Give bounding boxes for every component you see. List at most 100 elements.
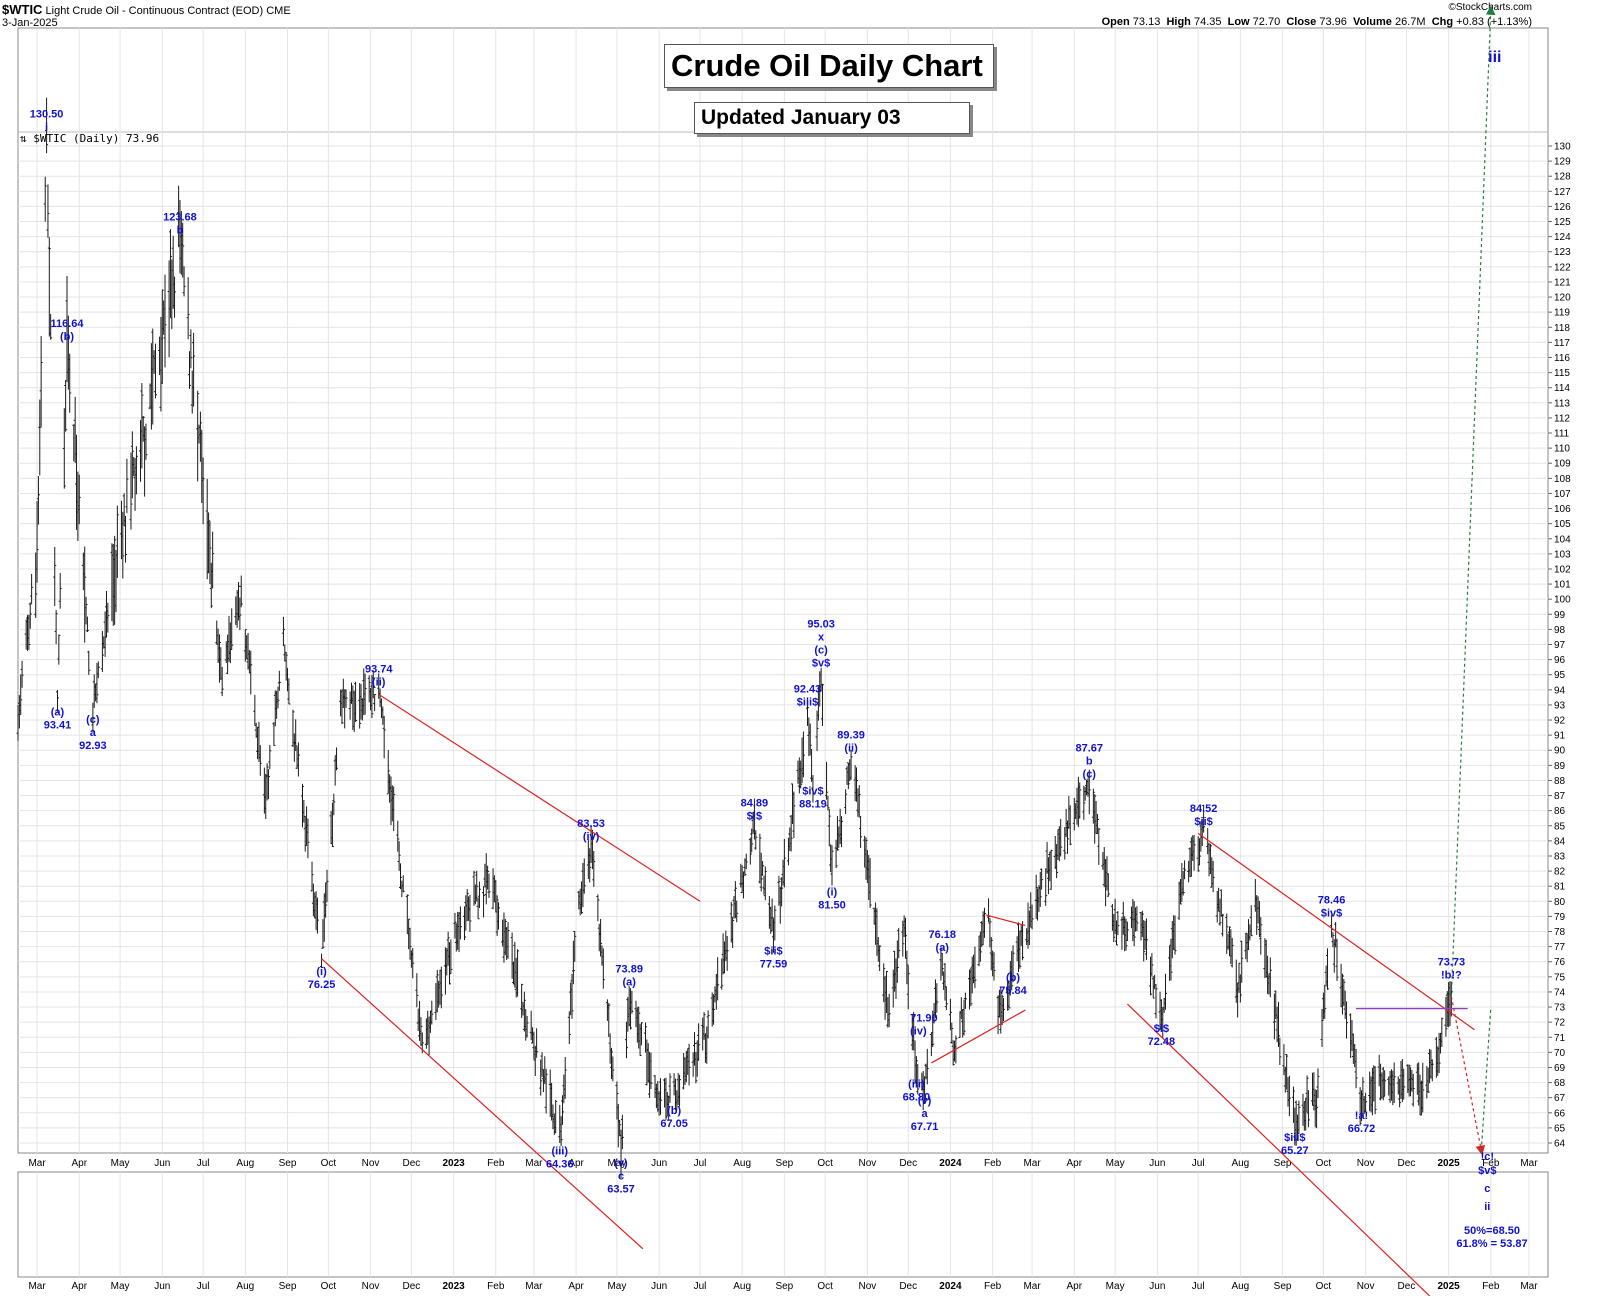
x-tick-label-bottom: Sep (279, 1281, 297, 1292)
x-tick-label: Dec (899, 1158, 917, 1169)
x-tick-label: Sep (1274, 1158, 1292, 1169)
x-tick-label-bottom: Jun (154, 1281, 170, 1292)
projection-down-arrow (1450, 996, 1486, 1156)
x-tick-label-bottom: Mar (1520, 1281, 1538, 1292)
y-tick-label: 77 (1554, 942, 1566, 953)
x-tick-label-bottom: May (1106, 1281, 1125, 1292)
wave-label: 67.05 (660, 1118, 688, 1130)
chart-title: Crude Oil Daily Chart (671, 48, 983, 83)
wave-label: (c) (86, 714, 100, 726)
x-tick-label: Oct (1316, 1158, 1332, 1169)
wave-label: !b!? (1441, 970, 1462, 982)
x-tick-label: May (607, 1158, 626, 1169)
chart-subtitle-box: Updated January 03 (694, 102, 970, 134)
y-tick-label: 70 (1554, 1048, 1566, 1059)
wave-label: 76.18 (928, 929, 956, 941)
x-tick-label: Sep (279, 1158, 297, 1169)
x-tick-label: May (111, 1158, 130, 1169)
y-tick-label: 83 (1554, 851, 1566, 862)
x-tick-label-bottom: Sep (775, 1281, 793, 1292)
x-tick-label: May (1106, 1158, 1125, 1169)
volume-value: 26.7M (1395, 16, 1426, 28)
y-tick-label: 120 (1554, 293, 1571, 304)
y-tick-label: 82 (1554, 867, 1566, 878)
x-tick-label-bottom: Dec (1398, 1281, 1416, 1292)
projection-label-bottom: !c! (1481, 1151, 1494, 1163)
wave-label: (b) (1006, 972, 1020, 984)
x-tick-label-bottom: 2024 (939, 1281, 962, 1292)
wave-label: 64.36 (546, 1159, 574, 1171)
y-tick-label: 85 (1554, 821, 1566, 832)
y-tick-label: 118 (1554, 323, 1570, 334)
x-tick-label-bottom: Aug (236, 1281, 254, 1292)
wave-label: 65.27 (1281, 1145, 1309, 1157)
y-tick-label: 124 (1554, 232, 1571, 243)
x-tick-label: Jun (651, 1158, 667, 1169)
symbol-description: Light Crude Oil - Continuous Contract (E… (45, 5, 264, 17)
y-tick-label: 115 (1554, 368, 1570, 379)
x-tick-label: Apr (1067, 1158, 1083, 1169)
x-tick-label-bottom: Nov (858, 1281, 876, 1292)
x-tick-label-bottom: Jun (651, 1281, 667, 1292)
x-tick-label: Mar (1023, 1158, 1041, 1169)
wave-label: (c) (814, 644, 828, 656)
wave-label: 84.89 (741, 797, 769, 809)
y-tick-label: 67 (1554, 1093, 1566, 1104)
y-tick-label: 74 (1554, 987, 1566, 998)
x-tick-label: Sep (775, 1158, 793, 1169)
wave-label: 92.43 (794, 684, 822, 696)
x-tick-label: Jul (197, 1158, 210, 1169)
y-tick-label: 90 (1554, 746, 1566, 757)
x-tick-label: Jun (1149, 1158, 1165, 1169)
x-tick-label: Apr (568, 1158, 584, 1169)
y-tick-label: 105 (1554, 519, 1571, 530)
x-tick-label-bottom: Feb (487, 1281, 505, 1292)
x-tick-label-bottom: Dec (402, 1281, 420, 1292)
wave-label: 77.59 (760, 959, 788, 971)
x-tick-label-bottom: Jul (197, 1281, 210, 1292)
x-tick-label-bottom: Nov (362, 1281, 380, 1292)
x-tick-label: Apr (71, 1158, 87, 1169)
x-tick-label: 2024 (939, 1158, 962, 1169)
y-tick-label: 103 (1554, 549, 1571, 560)
wave-label: i (45, 121, 48, 133)
wave-label: (i) (827, 887, 838, 899)
x-tick-label-bottom: Apr (71, 1281, 87, 1292)
x-tick-label: Jul (1192, 1158, 1205, 1169)
x-tick-label-bottom: Mar (1023, 1281, 1041, 1292)
ohlc-bars (16, 97, 1453, 1178)
series-legend: ⇅ $WTIC (Daily) 73.96 (20, 132, 159, 145)
y-tick-label: 73 (1554, 1003, 1566, 1014)
fib-note: 61.8% = 53.87 (1456, 1238, 1527, 1250)
y-tick-label: 101 (1554, 580, 1571, 591)
wave-label: 130.50 (30, 108, 64, 120)
wave-label: 89.39 (837, 729, 865, 741)
chart-subtitle: Updated January 03 (701, 106, 901, 129)
x-tick-label: 2025 (1438, 1158, 1461, 1169)
wave-label: (ii) (372, 677, 386, 689)
channel-trendline (1126, 1003, 1431, 1296)
wave-label: $iv$ (1321, 908, 1342, 920)
x-tick-label: Aug (1231, 1158, 1249, 1169)
y-tick-label: 113 (1554, 398, 1570, 409)
close-value: 73.96 (1319, 16, 1347, 28)
y-tick-label: 95 (1554, 670, 1566, 681)
y-tick-label: 92 (1554, 716, 1566, 727)
wave-label: 83.53 (577, 818, 605, 830)
x-tick-label-bottom: May (607, 1281, 626, 1292)
wave-label: 78.46 (1318, 895, 1346, 907)
x-tick-label-bottom: Apr (568, 1281, 584, 1292)
y-tick-label: 97 (1554, 640, 1566, 651)
wave-label: 66.72 (1348, 1123, 1376, 1135)
x-tick-label: Jul (694, 1158, 707, 1169)
x-tick-label-bottom: 2023 (442, 1281, 465, 1292)
wave-label: 93.74 (365, 664, 393, 676)
projection-label-bottom: ii (1484, 1201, 1490, 1213)
x-tick-label-bottom: Mar (525, 1281, 543, 1292)
wave-label: 73.89 (615, 964, 643, 976)
wave-label: 116.64 (50, 318, 84, 330)
ohlc-readout: Open 73.13 High 74.35 Low 72.70 Close 73… (1102, 16, 1532, 28)
wave-label: (b) (60, 331, 74, 343)
wave-label: (iii) (908, 1078, 925, 1090)
